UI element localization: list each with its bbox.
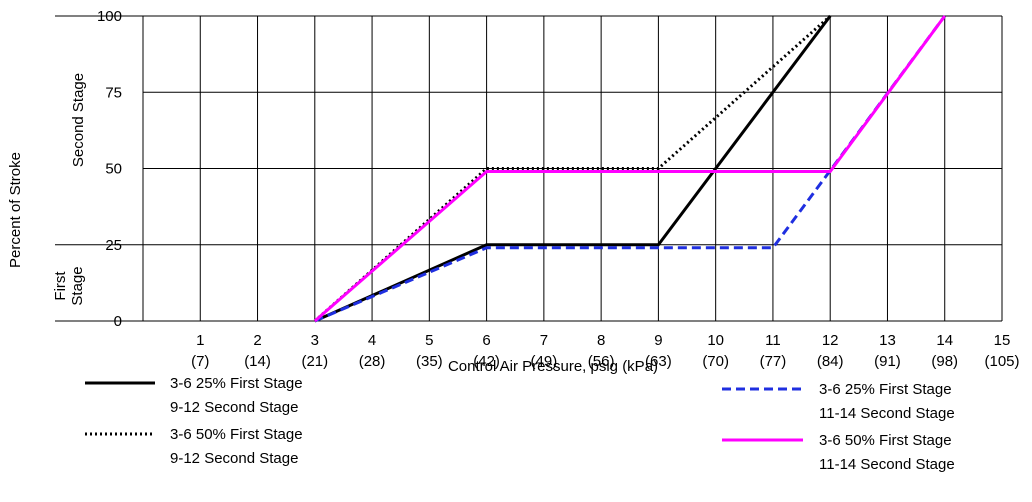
- series-line-4: [313, 15, 946, 323]
- x-tick-label-psig: 10: [707, 332, 724, 349]
- x-tick-label-kpa: (91): [874, 353, 901, 370]
- legend-label-line2: 9-12 Second Stage: [170, 399, 298, 416]
- legend-label-line2: 11-14 Second Stage: [819, 405, 955, 422]
- x-tick-label-psig: 9: [654, 332, 662, 349]
- legend-label-line1: 3-6 50% First Stage: [170, 426, 303, 443]
- x-tick-label-psig: 4: [368, 332, 376, 349]
- second-stage-label: Second Stage: [70, 73, 87, 167]
- x-tick-label-psig: 6: [482, 332, 490, 349]
- x-tick-label-psig: 14: [936, 332, 953, 349]
- legend-label-line1: 3-6 25% First Stage: [819, 381, 952, 398]
- y-tick-label: 75: [105, 84, 122, 101]
- y-axis-label: Percent of Stroke: [7, 152, 24, 268]
- x-tick-label-kpa: (56): [588, 353, 615, 370]
- x-tick-label-kpa: (98): [931, 353, 958, 370]
- y-tick-label: 25: [105, 237, 122, 254]
- x-tick-label-kpa: (42): [473, 353, 500, 370]
- series-line-1: [314, 15, 832, 323]
- legend-label-line1: 3-6 25% First Stage: [170, 375, 303, 392]
- x-tick-label-kpa: (21): [301, 353, 328, 370]
- x-tick-label-kpa: (49): [531, 353, 558, 370]
- first-stage-label-line1: First: [52, 271, 69, 301]
- x-tick-label-psig: 11: [765, 332, 781, 349]
- x-tick-label-kpa: (70): [702, 353, 729, 370]
- x-tick-label-kpa: (105): [984, 353, 1019, 370]
- series-lines: [313, 14, 946, 323]
- x-tick-label-kpa: (35): [416, 353, 443, 370]
- x-tick-label-kpa: (84): [817, 353, 844, 370]
- x-tick-label-kpa: (28): [359, 353, 386, 370]
- series-line-2: [313, 14, 832, 323]
- x-tick-label-psig: 15: [994, 332, 1011, 349]
- x-tick-label-kpa: (14): [244, 353, 271, 370]
- x-tick-label-kpa: (77): [760, 353, 787, 370]
- x-tick-label-psig: 8: [597, 332, 605, 349]
- x-tick-label-psig: 1: [196, 332, 204, 349]
- x-tick-label-kpa: (63): [645, 353, 672, 370]
- legend-label-line1: 3-6 50% First Stage: [819, 432, 952, 449]
- x-tick-label-psig: 7: [540, 332, 548, 349]
- x-tick-label-psig: 3: [311, 332, 319, 349]
- x-axis-label: Control Air Pressure, psig (kPa): [448, 358, 658, 375]
- x-tick-label-psig: 2: [253, 332, 261, 349]
- legend-label-line2: 11-14 Second Stage: [819, 456, 955, 473]
- x-tick-label-psig: 5: [425, 332, 433, 349]
- x-tick-label-psig: 12: [822, 332, 839, 349]
- y-tick-label: 0: [114, 313, 122, 330]
- y-tick-label: 50: [105, 161, 122, 178]
- x-tick-label-kpa: (7): [191, 353, 209, 370]
- legend: 3-6 25% First Stage 9-12 Second Stage 3-6 …: [85, 375, 955, 473]
- y-tick-label: 100: [97, 8, 122, 25]
- first-stage-label-line2: Stage: [69, 266, 86, 305]
- tick-labels: 0 25 50 75 100 1 (7) 2 (14) 3 (21) 4 (28) 5 (35) 6 (42) 7…: [97, 8, 1020, 370]
- legend-label-line2: 9-12 Second Stage: [170, 450, 298, 467]
- x-tick-label-psig: 13: [879, 332, 896, 349]
